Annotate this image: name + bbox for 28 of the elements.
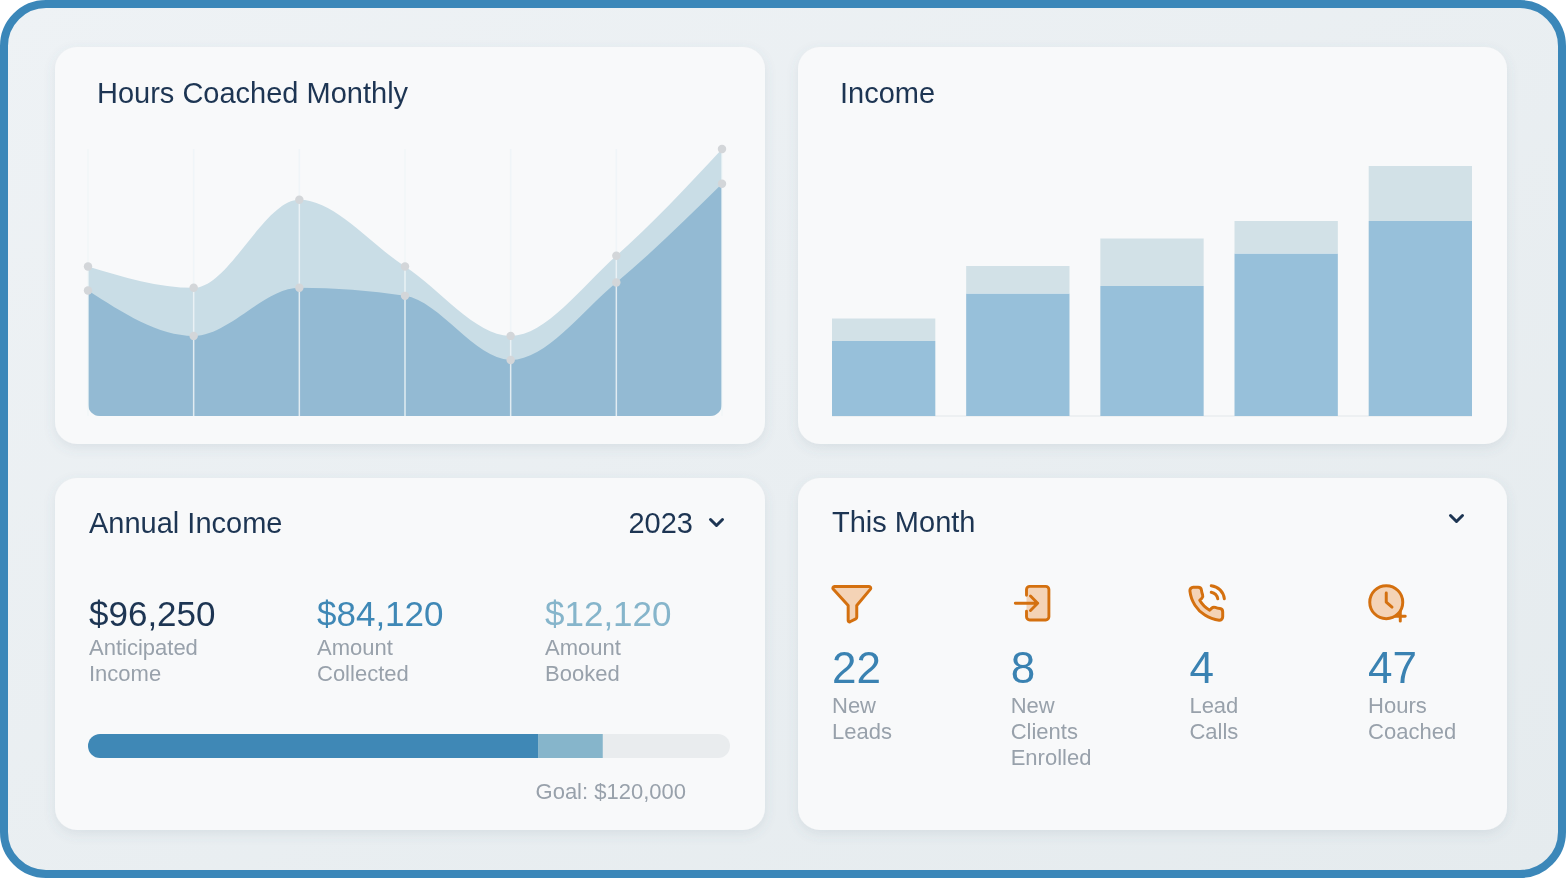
point [717, 144, 727, 154]
bar [1368, 221, 1472, 416]
point [83, 262, 93, 271]
chart-title: Income [840, 77, 936, 109]
bar [966, 266, 1070, 294]
bar [1368, 166, 1472, 221]
bar [1234, 253, 1338, 416]
point [189, 283, 198, 293]
category-label: Lead Calls [1189, 693, 1239, 744]
category-label: New Leads [832, 693, 892, 744]
data-label: 4 [1189, 643, 1214, 692]
bar [832, 318, 936, 341]
category-label: New Clients Enrolled [1010, 693, 1092, 770]
data-label: 47 [1368, 643, 1418, 692]
data-label: 22 [832, 643, 881, 692]
point [506, 331, 515, 341]
data-label: 8 [1010, 643, 1036, 692]
category-label: Hours Coached [1368, 693, 1457, 744]
bar [832, 341, 936, 416]
chart-title: Hours Coached Monthly [97, 77, 409, 109]
point [400, 262, 410, 271]
point [612, 251, 621, 261]
point [295, 195, 304, 204]
bar [1100, 286, 1204, 416]
bar [1100, 238, 1204, 286]
bar [966, 293, 1070, 416]
text: This Month [832, 506, 976, 538]
bar [1234, 221, 1338, 254]
